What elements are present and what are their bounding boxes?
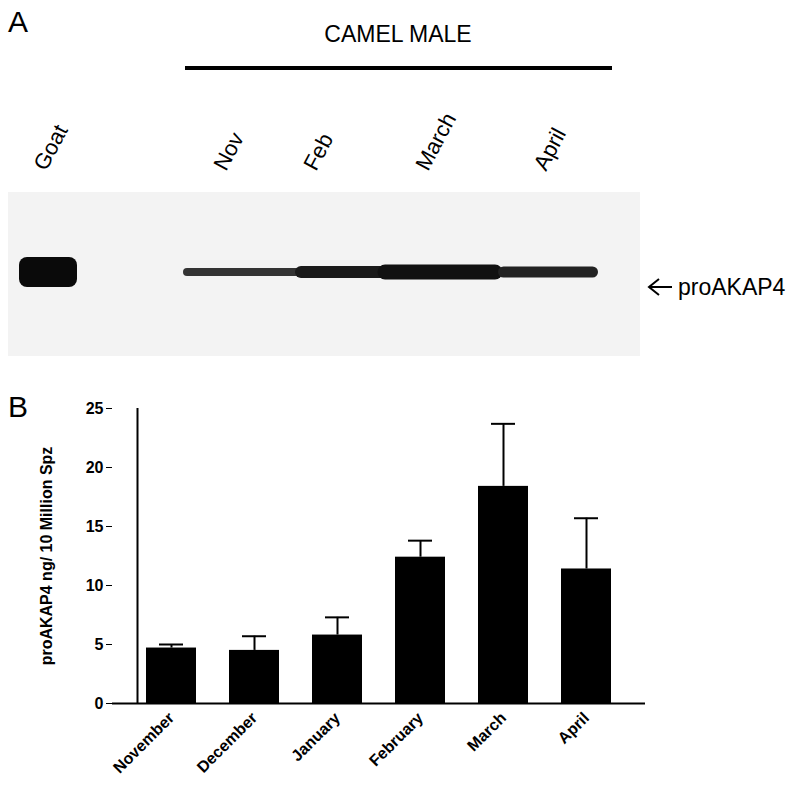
svg-text:proAKAP4: proAKAP4 xyxy=(678,274,786,300)
svg-text:15: 15 xyxy=(86,518,104,535)
svg-text:0: 0 xyxy=(95,695,104,712)
svg-text:April: April xyxy=(554,709,592,747)
svg-text:Goat: Goat xyxy=(28,120,72,174)
svg-text:25: 25 xyxy=(86,400,104,417)
svg-text:20: 20 xyxy=(86,459,104,476)
svg-text:10: 10 xyxy=(86,577,104,594)
svg-text:April: April xyxy=(528,124,571,175)
svg-text:March: March xyxy=(464,709,509,754)
svg-text:January: January xyxy=(288,709,343,764)
svg-text:CAMEL MALE: CAMEL MALE xyxy=(324,21,471,47)
svg-text:February: February xyxy=(366,709,427,770)
svg-text:Nov: Nov xyxy=(208,128,248,174)
svg-text:proAKAP4 ng/ 10 Million Spz: proAKAP4 ng/ 10 Million Spz xyxy=(38,447,55,666)
svg-text:5: 5 xyxy=(95,636,104,653)
svg-text:Feb: Feb xyxy=(298,129,338,174)
svg-text:December: December xyxy=(194,709,261,776)
html-text:B: B xyxy=(8,390,28,423)
svg-text:November: November xyxy=(110,709,177,776)
svg-text:A: A xyxy=(8,5,28,38)
svg-text:March: March xyxy=(410,109,461,175)
